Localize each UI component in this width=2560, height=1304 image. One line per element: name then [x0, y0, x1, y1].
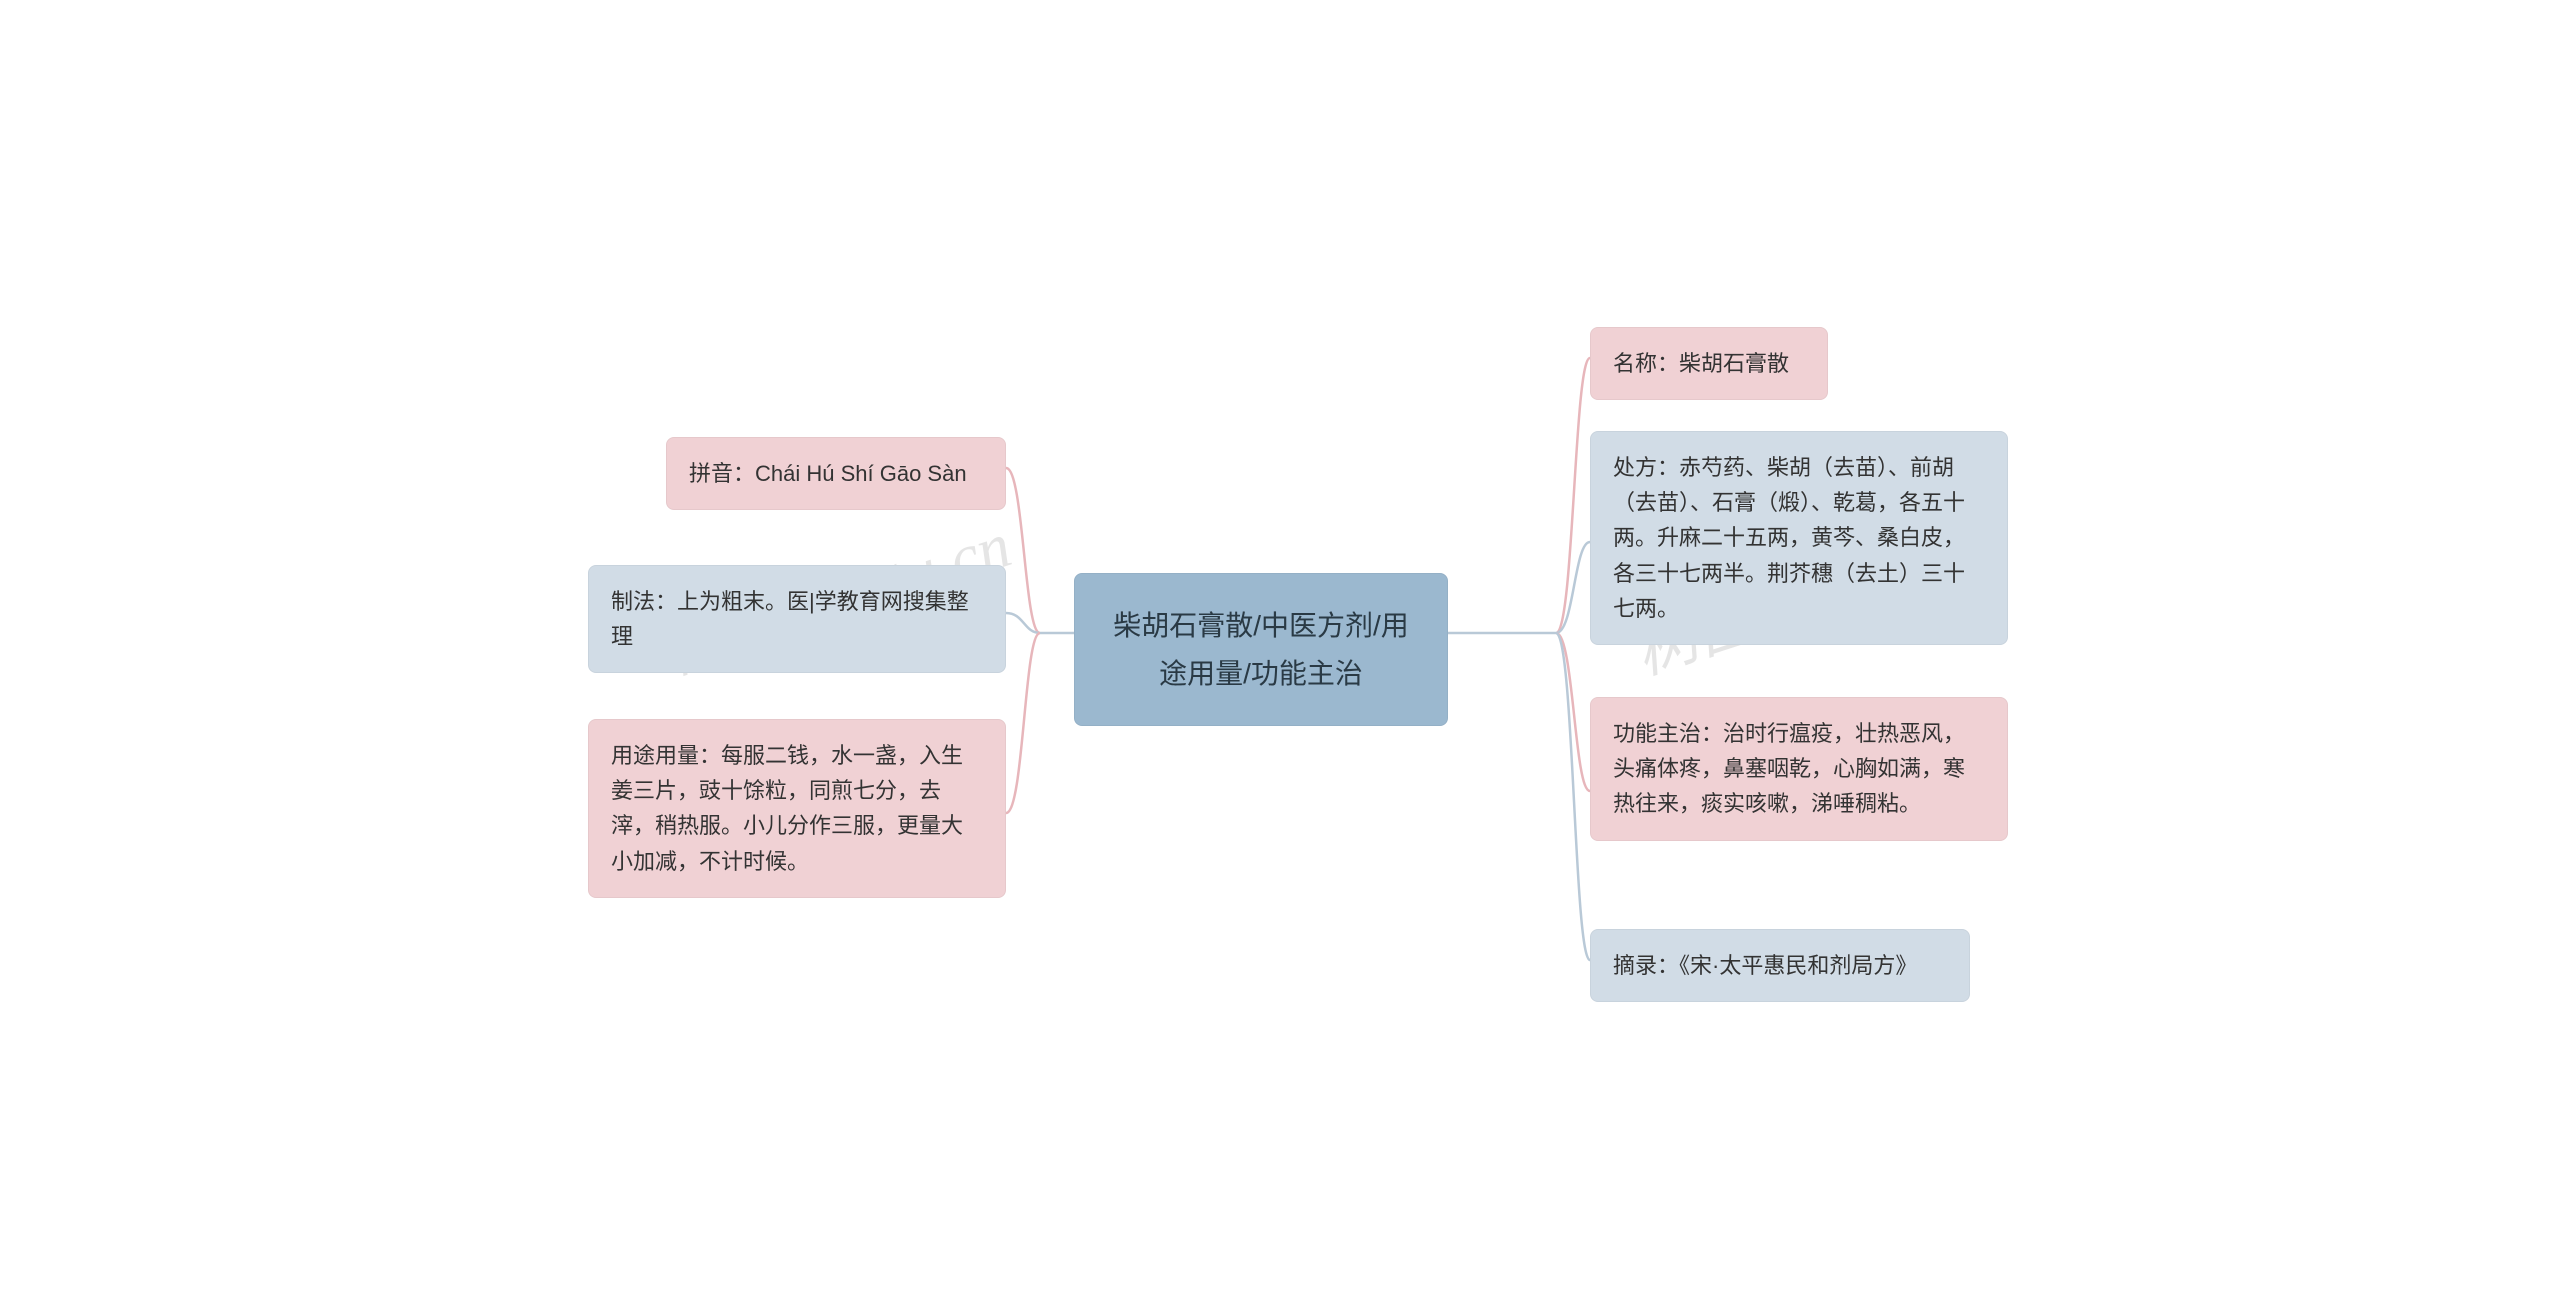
node-zhifa: 制法：上为粗末。医|学教育网搜集整理 [588, 565, 1006, 673]
center-node: 柴胡石膏散/中医方剂/用途用量/功能主治 [1074, 573, 1448, 726]
node-mingcheng: 名称：柴胡石膏散 [1590, 327, 1828, 400]
canvas: 树图 shutu.cn 树图 shutu.cn 柴胡石膏散/中医方剂/用 [0, 0, 2560, 1304]
node-zhailu: 摘录：《宋·太平惠民和剂局方》 [1590, 929, 1970, 1002]
node-yongliang: 用途用量：每服二钱，水一盏，入生姜三片，豉十馀粒，同煎七分，去滓，稍热服。小儿分… [588, 719, 1006, 898]
mindmap-inner: 树图 shutu.cn 树图 shutu.cn 柴胡石膏散/中医方剂/用 [506, 267, 2054, 1037]
node-gongneng: 功能主治：治时行瘟疫，壮热恶风，头痛体疼，鼻塞咽乾，心胸如满，寒热往来，痰实咳嗽… [1590, 697, 2008, 841]
node-chufang: 处方：赤芍药、柴胡（去苗）、前胡（去苗）、石膏（煅）、乾葛，各五十两。升麻二十五… [1590, 431, 2008, 645]
node-pinyin: 拼音：Chái Hú Shí Gāo Sàn [666, 437, 1006, 510]
